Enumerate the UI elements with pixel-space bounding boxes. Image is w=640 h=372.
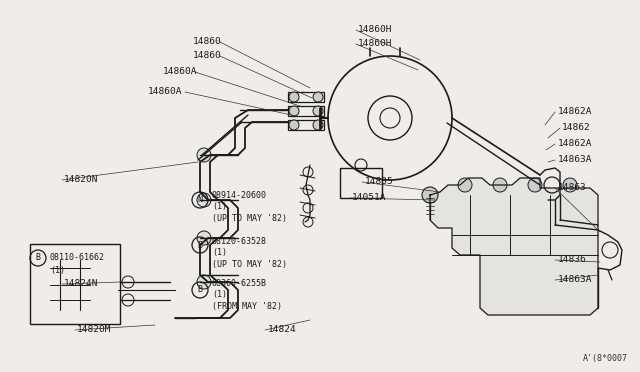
Text: (UP TO MAY '82): (UP TO MAY '82) <box>212 214 287 222</box>
Bar <box>288 106 324 116</box>
Text: (UP TO MAY '82): (UP TO MAY '82) <box>212 260 287 269</box>
Bar <box>288 92 324 102</box>
Text: 14860: 14860 <box>193 51 222 61</box>
Bar <box>340 168 382 198</box>
Circle shape <box>197 148 211 162</box>
Text: 08120-63528: 08120-63528 <box>212 237 267 247</box>
Circle shape <box>422 187 438 203</box>
Text: 14863A: 14863A <box>558 276 593 285</box>
Text: B: B <box>198 285 202 295</box>
Text: B: B <box>198 241 202 250</box>
Circle shape <box>493 178 507 192</box>
Text: 14820N: 14820N <box>64 176 99 185</box>
Text: 14860H: 14860H <box>358 39 392 48</box>
Circle shape <box>289 106 299 116</box>
Text: (FROM MAY '82): (FROM MAY '82) <box>212 301 282 311</box>
Circle shape <box>197 275 211 289</box>
Text: 14860: 14860 <box>193 38 222 46</box>
Text: 14824: 14824 <box>268 326 297 334</box>
Text: (1): (1) <box>212 248 227 257</box>
Text: 08110-61662: 08110-61662 <box>50 253 105 263</box>
Text: 08914-20600: 08914-20600 <box>212 192 267 201</box>
Bar <box>288 120 324 130</box>
Text: A'(8*0007: A'(8*0007 <box>583 353 628 362</box>
Circle shape <box>313 92 323 102</box>
Text: 14820M: 14820M <box>77 326 111 334</box>
Text: 14824N: 14824N <box>64 279 99 289</box>
Text: 14863: 14863 <box>558 183 587 192</box>
Text: 14860A: 14860A <box>147 87 182 96</box>
Text: (1): (1) <box>212 291 227 299</box>
Text: 14835: 14835 <box>365 177 394 186</box>
Text: 14860H: 14860H <box>358 26 392 35</box>
Circle shape <box>458 178 472 192</box>
Text: 14862: 14862 <box>562 124 591 132</box>
Circle shape <box>528 178 542 192</box>
Bar <box>30 244 120 324</box>
Circle shape <box>313 120 323 130</box>
Polygon shape <box>430 178 598 315</box>
Text: 14051A: 14051A <box>352 193 387 202</box>
Text: 08360-6255B: 08360-6255B <box>212 279 267 289</box>
Text: (1): (1) <box>50 266 65 275</box>
Text: 14836: 14836 <box>558 256 587 264</box>
Text: B: B <box>35 253 40 263</box>
Circle shape <box>563 178 577 192</box>
Circle shape <box>289 92 299 102</box>
Circle shape <box>289 120 299 130</box>
Circle shape <box>197 193 211 207</box>
Text: N: N <box>198 196 202 205</box>
Circle shape <box>197 231 211 245</box>
Text: (1): (1) <box>212 202 227 212</box>
Circle shape <box>313 106 323 116</box>
Text: 14862A: 14862A <box>558 108 593 116</box>
Text: 14863A: 14863A <box>558 155 593 164</box>
Text: 14860A: 14860A <box>163 67 197 77</box>
Text: 14862A: 14862A <box>558 140 593 148</box>
